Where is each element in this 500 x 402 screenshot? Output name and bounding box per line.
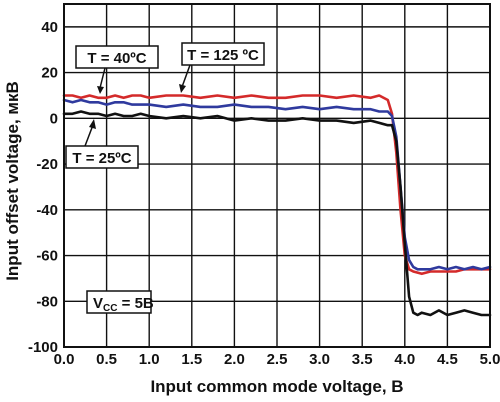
x-tick-label: 3.5 xyxy=(352,351,373,368)
svg-text:T = 40ºC: T = 40ºC xyxy=(87,50,146,67)
svg-text:T = 25ºC: T = 25ºC xyxy=(72,150,131,167)
annotation-t40: T = 40ºC xyxy=(75,45,159,94)
x-tick-label: 0.5 xyxy=(96,351,117,368)
svg-text:VCC = 5B: VCC = 5B xyxy=(93,295,154,314)
y-tick-label: 20 xyxy=(41,65,58,82)
y-tick-labels: 40 20 0 -20 -40 -60 -80 -100 xyxy=(28,19,58,356)
svg-text:T = 125 ºC: T = 125 ºC xyxy=(187,47,259,64)
series-layer xyxy=(62,94,492,317)
x-tick-label: 5.0 xyxy=(480,351,500,368)
series-line-2 xyxy=(62,110,492,317)
x-tick-label: 1.0 xyxy=(139,351,160,368)
series-line-0 xyxy=(62,94,492,276)
grid-lines xyxy=(64,4,490,347)
x-tick-label: 0.0 xyxy=(54,351,75,368)
x-tick-label: 1.5 xyxy=(181,351,202,368)
y-axis-label: Input offset voltage, мкВ xyxy=(3,81,22,281)
y-tick-label: -60 xyxy=(36,248,58,265)
x-tick-label: 4.5 xyxy=(437,351,458,368)
y-tick-label: -40 xyxy=(36,202,58,219)
y-tick-label: -80 xyxy=(36,293,58,310)
y-tick-label: 40 xyxy=(41,19,58,36)
x-axis-label: Input common mode voltage, B xyxy=(150,377,403,396)
x-tick-label: 3.0 xyxy=(309,351,330,368)
x-tick-label: 2.5 xyxy=(267,351,288,368)
annotation-vcc: VCC = 5B xyxy=(86,290,154,314)
y-tick-label: 0 xyxy=(50,110,58,127)
plot-frame xyxy=(63,3,491,348)
x-tick-labels: 0.0 0.5 1.0 1.5 2.0 2.5 3.0 3.5 4.0 4.5 5.0 xyxy=(54,351,500,368)
x-tick-label: 2.0 xyxy=(224,351,245,368)
series-line-1 xyxy=(62,98,492,271)
y-tick-label: -20 xyxy=(36,156,58,173)
y-tick-label: -100 xyxy=(28,339,58,356)
x-tick-label: 4.0 xyxy=(394,351,415,368)
annotation-t125: T = 125 ºC xyxy=(179,42,265,93)
annotation-t25: T = 25ºC xyxy=(65,119,139,169)
